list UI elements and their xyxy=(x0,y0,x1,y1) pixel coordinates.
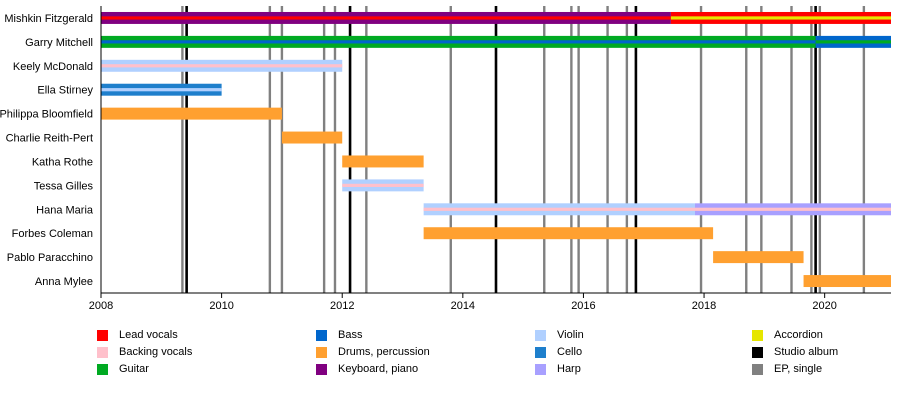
member-name: Pablo Paracchino xyxy=(7,252,93,264)
member-bar xyxy=(101,107,282,120)
member-names-layer: Mishkin Fitzgerald Garry Mitchell Keely Mc… xyxy=(0,13,94,288)
member-name: Ella Stirney xyxy=(37,85,93,97)
x-axis: 2008 2010 2012 2014 2016 2018 2020 xyxy=(89,293,837,312)
member-bar xyxy=(803,275,891,288)
x-tick-label: 2014 xyxy=(451,300,475,312)
member-bar xyxy=(423,227,714,240)
member-name: Hana Maria xyxy=(36,204,94,216)
x-tick-label: 2012 xyxy=(330,300,354,312)
plot-frame-layer xyxy=(100,6,891,294)
member-bar xyxy=(713,251,804,264)
x-tick-label: 2018 xyxy=(692,300,716,312)
x-tick-label: 2020 xyxy=(812,300,836,312)
member-bar-stripe xyxy=(423,207,696,211)
member-bar-stripe xyxy=(101,64,343,68)
x-tick-label: 2010 xyxy=(209,300,233,312)
member-bar-stripe xyxy=(342,183,424,187)
member-name: Forbes Coleman xyxy=(12,228,93,240)
member-name: Keely McDonald xyxy=(13,61,93,73)
member-name: Philippa Bloomfield xyxy=(0,109,93,121)
x-tick-label: 2016 xyxy=(571,300,595,312)
member-name: Tessa Gilles xyxy=(34,180,94,192)
member-bars-layer xyxy=(101,11,891,288)
release-lines-layer xyxy=(181,6,866,293)
member-bar-stripe xyxy=(670,16,891,20)
member-name: Katha Rothe xyxy=(32,156,93,168)
member-name: Charlie Reith-Pert xyxy=(6,133,93,145)
member-bar-stripe xyxy=(101,40,816,44)
member-bar-stripe xyxy=(815,40,891,44)
x-tick-label: 2008 xyxy=(89,300,113,312)
member-bar xyxy=(342,155,424,168)
member-name: Mishkin Fitzgerald xyxy=(4,13,93,25)
member-name: Anna Mylee xyxy=(35,276,93,288)
member-bar-stripe xyxy=(101,16,671,20)
member-bar xyxy=(281,131,343,144)
member-bar-stripe xyxy=(695,207,891,211)
member-bar-stripe xyxy=(101,88,222,92)
member-name: Garry Mitchell xyxy=(25,37,93,49)
